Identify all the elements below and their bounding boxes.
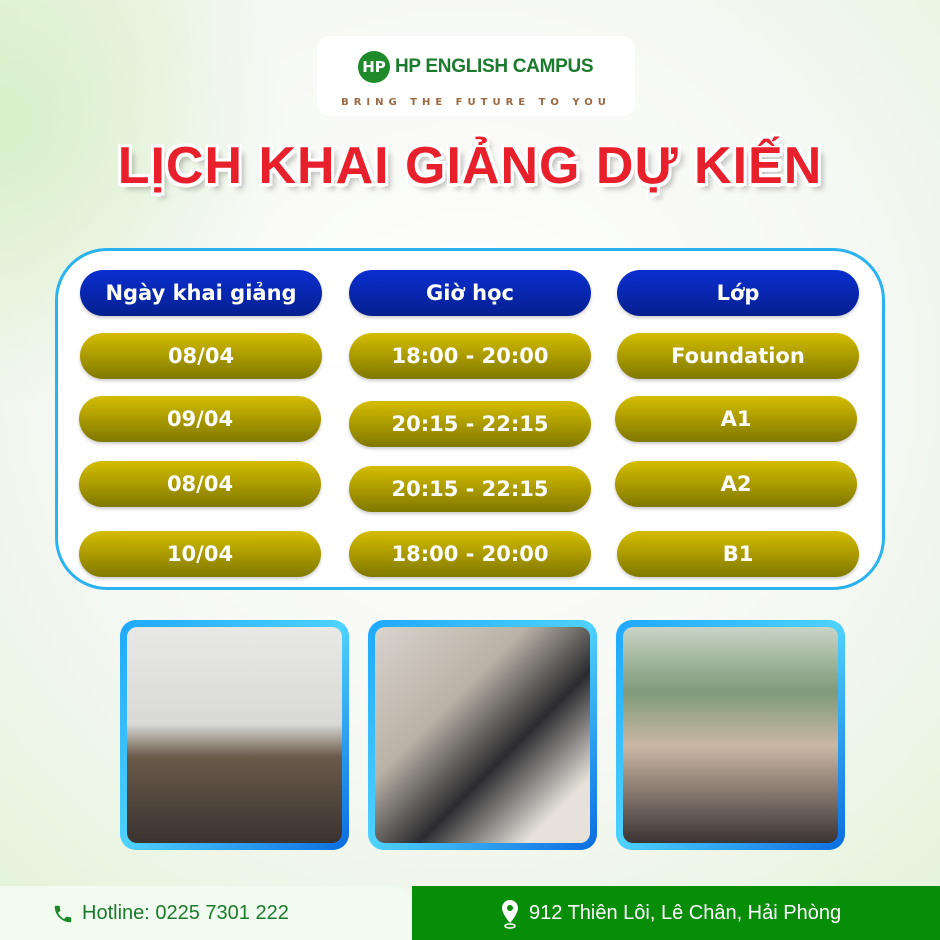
brand-tagline: BRING THE FUTURE TO YOU [341,97,611,108]
classroom-photo [616,620,845,850]
brand-name: HP ENGLISH CAMPUS [395,56,594,77]
header-time: Giờ học [349,270,591,316]
header-class: Lớp [617,270,859,316]
footer-hotline-bar [0,886,412,940]
classroom-photo [368,620,597,850]
cell-time: 18:00 - 20:00 [349,333,591,379]
cell-class: Foundation [617,333,859,379]
cell-class: A2 [615,461,857,507]
cell-date: 08/04 [79,461,321,507]
cell-time: 20:15 - 22:15 [349,401,591,447]
logo-card: HP HP ENGLISH CAMPUS BRING THE FUTURE TO… [317,36,635,116]
location-pin-icon [502,900,518,929]
page-title: LỊCH KHAI GIẢNG DỰ KIẾN [117,137,823,195]
cell-class: B1 [617,531,859,577]
cell-date: 09/04 [79,396,321,442]
cell-time: 18:00 - 20:00 [349,531,591,577]
phone-icon [54,905,72,923]
footer-address-bar [412,886,940,940]
address-text: 912 Thiên Lôi, Lê Chân, Hải Phòng [529,902,842,924]
classroom-photo [120,620,349,850]
header-start-date: Ngày khai giảng [80,270,322,316]
cell-time: 20:15 - 22:15 [349,466,591,512]
cell-date: 10/04 [79,531,321,577]
cell-date: 08/04 [80,333,322,379]
hotline-text[interactable]: Hotline: 0225 7301 222 [82,902,289,924]
logo-icon: HP [358,51,390,83]
cell-class: A1 [615,396,857,442]
